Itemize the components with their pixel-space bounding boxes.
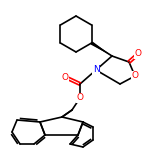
Polygon shape bbox=[91, 41, 112, 56]
Text: O: O bbox=[135, 50, 142, 59]
Text: O: O bbox=[131, 71, 138, 81]
Text: O: O bbox=[62, 73, 69, 81]
Text: O: O bbox=[76, 93, 83, 102]
Text: N: N bbox=[93, 66, 99, 74]
